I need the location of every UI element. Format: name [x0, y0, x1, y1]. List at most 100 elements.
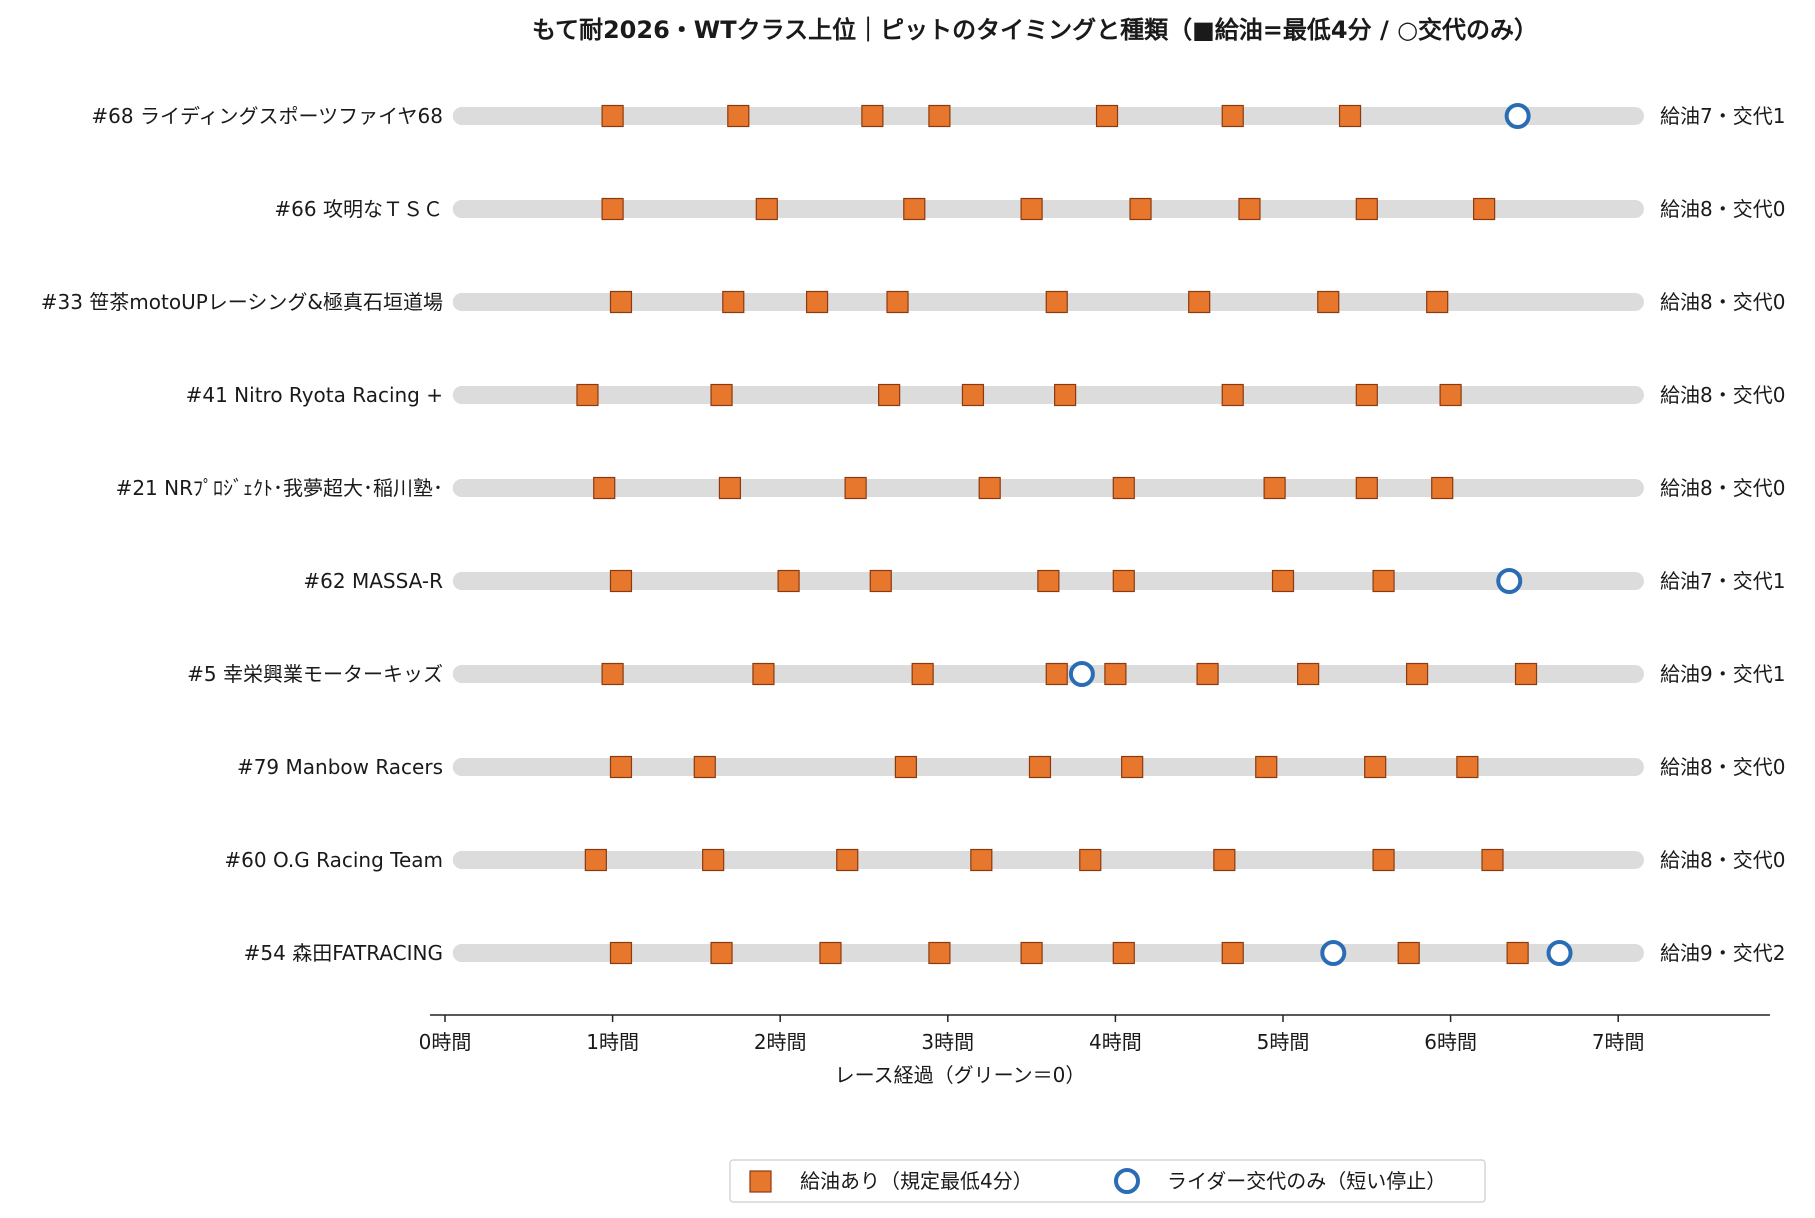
rider-swap-marker: [1496, 568, 1523, 594]
refuel-stop-marker: [1255, 755, 1278, 779]
refuel-stop-marker: [1221, 941, 1244, 965]
pit-summary: 給油7・交代1: [1660, 104, 1785, 128]
refuel-stop-marker: [693, 755, 716, 779]
x-tick-label: 3時間: [921, 1030, 974, 1054]
legend-box: [729, 1159, 1486, 1203]
refuel-stop-marker: [1481, 848, 1504, 872]
team-row: #54 森田FATRACING 給油9・交代2: [244, 940, 1785, 966]
team-label: #62 MASSA-R: [303, 569, 443, 593]
refuel-stop-marker: [894, 755, 918, 779]
x-tick-label: 4時間: [1089, 1030, 1142, 1054]
refuel-stop-marker: [1095, 104, 1119, 128]
refuel-stop-marker: [601, 104, 624, 128]
legend-entry-swap: ライダー交代のみ（短い停止）: [1114, 1168, 1446, 1194]
x-axis: 0時間 1時間 2時間 3時間 4時間 5時間 6時間 7時間: [419, 1014, 1770, 1054]
refuel-stop-marker: [1263, 476, 1286, 500]
team-label: #5 幸栄興業モーターキッズ: [187, 662, 443, 686]
refuel-stop-marker: [903, 197, 926, 221]
legend-swap-marker: [1114, 1168, 1140, 1194]
team-row: #5 幸栄興業モーターキッズ 給油9・交代1: [187, 661, 1785, 687]
refuel-stop-marker: [609, 941, 633, 965]
team-row: #62 MASSA-R 給油7・交代1: [303, 568, 1785, 594]
x-tick-label: 6時間: [1424, 1030, 1477, 1054]
refuel-stop-marker: [1188, 290, 1211, 314]
refuel-stop-marker: [928, 941, 951, 965]
refuel-stop-marker: [1112, 569, 1135, 593]
refuel-stop-marker: [584, 848, 607, 872]
refuel-stop-marker: [878, 383, 901, 407]
refuel-stop-marker: [752, 662, 775, 686]
refuel-stop-marker: [1364, 755, 1387, 779]
refuel-stop-marker: [1079, 848, 1102, 872]
team-label: #54 森田FATRACING: [244, 941, 443, 965]
rider-swap-marker: [1068, 661, 1095, 687]
refuel-stop-marker: [1020, 197, 1043, 221]
refuel-stop-marker: [1112, 476, 1135, 500]
refuel-stop-marker: [755, 197, 778, 221]
refuel-stop-marker: [978, 476, 1001, 500]
pit-summary: 給油8・交代0: [1660, 755, 1785, 779]
refuel-stop-marker: [1213, 848, 1236, 872]
team-row: #21 NRﾌﾟﾛｼﾞｪｸﾄ･我夢超大･稲川塾･ 給油8・交代0: [116, 476, 1786, 500]
rider-swap-marker: [1546, 940, 1573, 966]
refuel-stop-marker: [1506, 941, 1529, 965]
pit-summary: 給油9・交代2: [1660, 941, 1785, 965]
refuel-stop-marker: [601, 662, 624, 686]
refuel-stop-marker: [1271, 569, 1295, 593]
refuel-stop-marker: [1045, 290, 1068, 314]
refuel-stop-marker: [609, 290, 633, 314]
rider-swap-marker: [1320, 940, 1347, 966]
refuel-stop-marker: [601, 197, 624, 221]
refuel-stop-marker: [1372, 848, 1395, 872]
refuel-stop-marker: [1121, 755, 1144, 779]
pit-summary: 給油8・交代0: [1660, 848, 1785, 872]
refuel-stop-marker: [1037, 569, 1060, 593]
refuel-stop-marker: [844, 476, 867, 500]
team-label: #66 攻明なＴＳＣ: [274, 197, 443, 221]
refuel-stop-marker: [819, 941, 842, 965]
refuel-stop-marker: [1456, 755, 1479, 779]
refuel-stop-marker: [1196, 662, 1219, 686]
team-row: #33 笹茶motoUPレーシング&極真石垣道場 給油8・交代0: [41, 290, 1786, 314]
refuel-stop-marker: [911, 662, 934, 686]
refuel-stop-marker: [886, 290, 909, 314]
refuel-stop-marker: [869, 569, 892, 593]
refuel-stop-marker: [961, 383, 985, 407]
refuel-stop-marker: [777, 569, 800, 593]
legend-refuel-label: 給油あり（規定最低4分）: [800, 1169, 1033, 1193]
refuel-stop-marker: [609, 755, 633, 779]
chart-title: もて耐2026・WTクラス上位｜ピットのタイミングと種類（■給油=最低4分 / …: [532, 16, 1538, 44]
refuel-stop-marker: [1372, 569, 1395, 593]
refuel-stop-marker: [609, 569, 633, 593]
refuel-stop-marker: [1221, 383, 1244, 407]
refuel-stop-marker: [1431, 476, 1454, 500]
refuel-stop-marker: [576, 383, 599, 407]
refuel-stop-marker: [836, 848, 859, 872]
team-row: #79 Manbow Racers 給油8・交代0: [237, 755, 1786, 779]
legend-entry-refuel: 給油あり（規定最低4分）: [749, 1169, 1033, 1193]
legend: 給油あり（規定最低4分） ライダー交代のみ（短い停止）: [729, 1159, 1486, 1203]
x-tick-label: 1時間: [586, 1030, 639, 1054]
refuel-stop-marker: [1405, 662, 1429, 686]
team-label: #68 ライディングスポーツファイヤ68: [91, 104, 443, 128]
refuel-stop-marker: [1028, 755, 1052, 779]
refuel-stop-marker: [1439, 383, 1462, 407]
team-label: #33 笹茶motoUPレーシング&極真石垣道場: [41, 290, 443, 314]
x-tick-label: 0時間: [419, 1030, 472, 1054]
refuel-stop-marker: [1317, 290, 1340, 314]
refuel-stop-marker: [1397, 941, 1420, 965]
team-label: #21 NRﾌﾟﾛｼﾞｪｸﾄ･我夢超大･稲川塾･: [116, 476, 443, 500]
legend-swap-label: ライダー交代のみ（短い停止）: [1167, 1169, 1446, 1193]
refuel-stop-marker: [970, 848, 993, 872]
pit-summary: 給油7・交代1: [1660, 569, 1785, 593]
refuel-stop-marker: [1473, 197, 1496, 221]
refuel-stop-marker: [1297, 662, 1320, 686]
pit-summary: 給油8・交代0: [1660, 476, 1785, 500]
team-row: #41 Nitro Ryota Racing + 給油8・交代0: [186, 383, 1786, 407]
refuel-stop-marker: [1112, 941, 1135, 965]
refuel-stop-marker: [1338, 104, 1362, 128]
refuel-stop-marker: [928, 104, 951, 128]
team-label: #79 Manbow Racers: [237, 755, 443, 779]
team-row: #68 ライディングスポーツファイヤ68 給油7・交代1: [91, 103, 1785, 129]
refuel-stop-marker: [1104, 662, 1127, 686]
